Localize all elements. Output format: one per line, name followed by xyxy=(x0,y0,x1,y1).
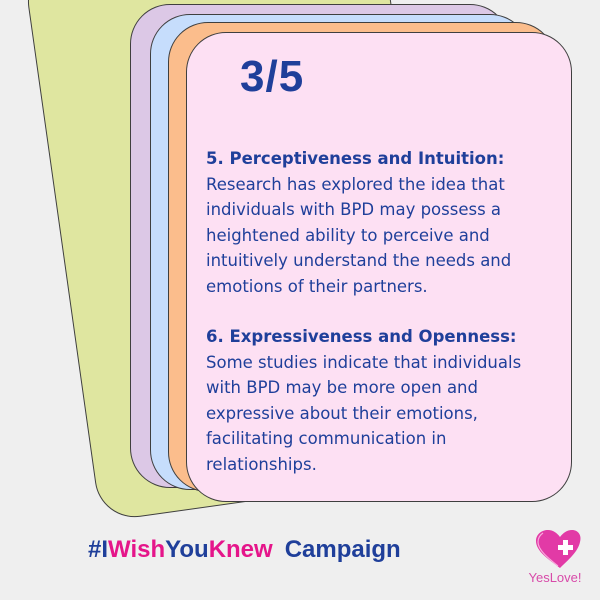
main-card xyxy=(186,32,572,502)
point-body: Some studies indicate that individuals w… xyxy=(206,352,522,474)
campaign-hash-i: #I xyxy=(88,536,109,563)
campaign-wish: Wish xyxy=(108,536,166,563)
heart-plus-icon xyxy=(536,530,581,568)
point-item: 6. Expressiveness and Openness: Some stu… xyxy=(206,324,556,477)
yeslove-logo: YesLove! xyxy=(520,528,590,592)
point-item: 5. Perceptiveness and Intuition: Researc… xyxy=(206,146,556,299)
point-heading: 6. Expressiveness and Openness: xyxy=(206,327,517,346)
campaign-title: #IWishYouKnew Campaign xyxy=(88,536,401,564)
point-heading: 5. Perceptiveness and Intuition: xyxy=(206,149,505,168)
logo-text: YesLove! xyxy=(528,570,582,585)
campaign-word: Campaign xyxy=(284,536,401,563)
point-body: Research has explored the idea that indi… xyxy=(206,174,512,296)
campaign-you: You xyxy=(165,536,209,563)
card-content: 5. Perceptiveness and Intuition: Researc… xyxy=(206,146,556,502)
campaign-knew: Knew xyxy=(208,536,273,563)
page-indicator: 3/5 xyxy=(240,52,305,101)
